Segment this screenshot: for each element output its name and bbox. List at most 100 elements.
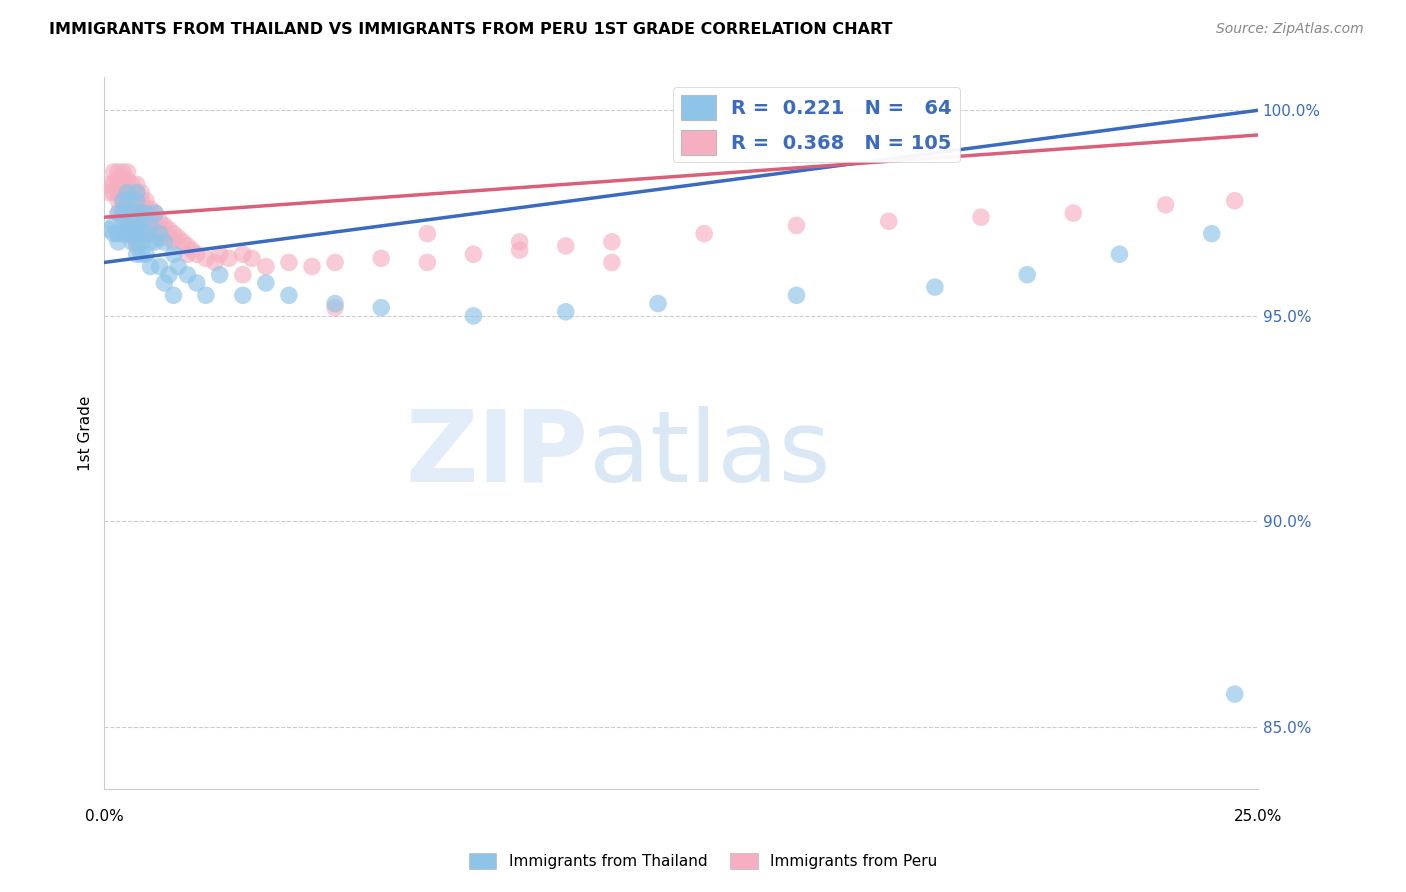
Point	[463, 309, 485, 323]
Point	[186, 247, 208, 261]
Point	[149, 214, 172, 228]
Point	[129, 219, 152, 233]
Point	[232, 288, 254, 302]
Point	[117, 186, 139, 200]
Point	[129, 202, 152, 216]
Point	[135, 247, 157, 261]
Point	[121, 235, 143, 249]
Point	[970, 211, 993, 225]
Text: Source: ZipAtlas.com: Source: ZipAtlas.com	[1216, 22, 1364, 37]
Point	[1223, 194, 1246, 208]
Point	[117, 219, 139, 233]
Point	[121, 186, 143, 200]
Point	[218, 252, 240, 266]
Point	[149, 227, 172, 241]
Point	[129, 219, 152, 233]
Point	[111, 186, 134, 200]
Point	[107, 206, 129, 220]
Point	[176, 268, 198, 282]
Point	[135, 211, 157, 225]
Point	[463, 247, 485, 261]
Point	[149, 222, 172, 236]
Point	[167, 231, 190, 245]
Point	[125, 227, 148, 241]
Point	[117, 206, 139, 220]
Point	[143, 206, 166, 220]
Point	[153, 276, 176, 290]
Point	[149, 260, 172, 274]
Point	[240, 252, 263, 266]
Point	[121, 227, 143, 241]
Point	[208, 268, 231, 282]
Point	[416, 255, 439, 269]
Point	[125, 194, 148, 208]
Point	[181, 243, 204, 257]
Point	[204, 255, 226, 269]
Point	[125, 239, 148, 253]
Text: 25.0%: 25.0%	[1233, 809, 1282, 824]
Point	[125, 194, 148, 208]
Point	[924, 280, 946, 294]
Point	[125, 214, 148, 228]
Point	[129, 235, 152, 249]
Point	[176, 239, 198, 253]
Point	[107, 227, 129, 241]
Point	[139, 219, 162, 233]
Point	[254, 260, 277, 274]
Point	[1017, 268, 1039, 282]
Point	[121, 194, 143, 208]
Point	[129, 227, 152, 241]
Text: ZIP: ZIP	[406, 406, 589, 503]
Point	[167, 260, 190, 274]
Point	[121, 227, 143, 241]
Point	[117, 181, 139, 195]
Point	[1062, 206, 1084, 220]
Point	[153, 219, 176, 233]
Point	[125, 235, 148, 249]
Point	[1201, 227, 1223, 241]
Point	[157, 231, 180, 245]
Point	[103, 227, 125, 241]
Point	[1108, 247, 1130, 261]
Point	[162, 288, 184, 302]
Point	[600, 255, 623, 269]
Point	[323, 301, 346, 315]
Point	[125, 227, 148, 241]
Point	[194, 252, 217, 266]
Point	[111, 194, 134, 208]
Point	[125, 186, 148, 200]
Point	[323, 255, 346, 269]
Point	[647, 296, 669, 310]
Point	[877, 214, 900, 228]
Point	[121, 202, 143, 216]
Point	[111, 181, 134, 195]
Point	[111, 219, 134, 233]
Point	[107, 235, 129, 249]
Point	[162, 227, 184, 241]
Point	[785, 288, 807, 302]
Point	[554, 305, 576, 319]
Point	[509, 243, 531, 257]
Point	[117, 173, 139, 187]
Point	[176, 247, 198, 261]
Point	[143, 206, 166, 220]
Point	[139, 202, 162, 216]
Point	[125, 206, 148, 220]
Point	[111, 165, 134, 179]
Point	[111, 206, 134, 220]
Y-axis label: 1st Grade: 1st Grade	[79, 395, 93, 471]
Point	[135, 202, 157, 216]
Point	[232, 247, 254, 261]
Point	[125, 235, 148, 249]
Point	[125, 202, 148, 216]
Point	[107, 181, 129, 195]
Point	[162, 235, 184, 249]
Point	[162, 247, 184, 261]
Point	[117, 202, 139, 216]
Point	[172, 235, 194, 249]
Point	[785, 219, 807, 233]
Point	[117, 186, 139, 200]
Point	[121, 178, 143, 192]
Point	[111, 206, 134, 220]
Point	[278, 255, 301, 269]
